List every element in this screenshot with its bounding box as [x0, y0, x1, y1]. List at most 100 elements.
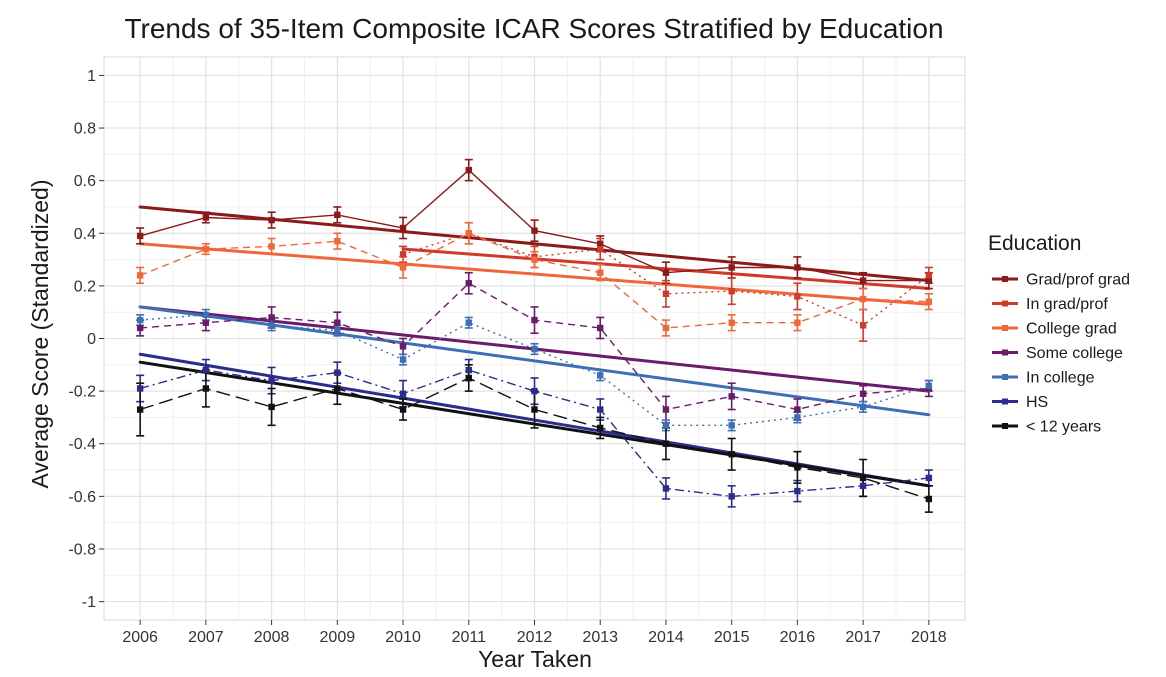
data-point-some-college [662, 406, 670, 413]
x-tick-label: 2014 [648, 629, 684, 646]
data-point-some-college [597, 324, 604, 332]
data-point-hs [334, 369, 341, 376]
data-point-some-college [334, 319, 341, 326]
legend-label: Grad/prof grad [1026, 272, 1130, 289]
data-point-in-college [728, 422, 735, 429]
y-tick-label: 0.6 [74, 173, 96, 190]
data-point-hs [202, 366, 210, 374]
data-point-grad-prof-grad [136, 232, 144, 240]
data-point-college-grad [268, 243, 275, 250]
legend-key-point [1002, 349, 1008, 356]
data-point-hs [268, 377, 275, 384]
data-point-12-years [202, 385, 210, 392]
data-point-in-grad-prof [925, 272, 933, 279]
data-point-some-college [728, 393, 735, 400]
data-point-college-grad [465, 230, 472, 237]
y-tick-label: -0.6 [68, 489, 96, 506]
data-point-college-grad [728, 319, 735, 326]
data-point-in-grad-prof [859, 322, 867, 329]
legend-label: HS [1026, 394, 1048, 411]
x-tick-label: 2016 [780, 629, 816, 646]
data-point-hs [531, 387, 538, 395]
data-point-in-college [136, 316, 144, 324]
x-tick-label: 2009 [320, 629, 356, 646]
data-point-12-years [399, 406, 407, 413]
x-axis-title: Year Taken [478, 646, 592, 672]
data-point-in-college [859, 403, 867, 411]
data-point-some-college [859, 390, 867, 397]
y-tick-label: -0.2 [68, 384, 96, 401]
y-tick-label: 0.8 [74, 121, 96, 138]
data-points [136, 166, 933, 503]
legend-key-point [1002, 276, 1008, 282]
data-point-in-college [465, 319, 472, 326]
x-tick-label: 2017 [845, 629, 881, 646]
data-point-in-college [662, 422, 670, 429]
legend-label: In college [1026, 370, 1095, 387]
x-axis-ticks: 2006 2007 2008 2009 2010 2011 2012 2013 2014 2015… [122, 620, 947, 646]
data-point-college-grad [794, 319, 801, 326]
data-point-grad-prof-grad [794, 264, 801, 271]
legend-label: Some college [1026, 345, 1123, 362]
data-point-hs [136, 385, 144, 392]
data-point-hs [859, 482, 867, 490]
data-point-in-grad-prof [662, 290, 670, 297]
y-tick-label: 0 [87, 331, 96, 348]
legend-label: College grad [1026, 321, 1117, 338]
legend-item-grad-prof-grad: Grad/prof grad [992, 272, 1130, 289]
data-point-in-grad-prof [597, 245, 604, 253]
data-point-12-years [925, 495, 933, 503]
legend-key-point [1002, 423, 1008, 429]
data-point-college-grad [136, 272, 144, 279]
legend-key-point [1002, 398, 1008, 405]
data-point-grad-prof-grad [662, 269, 670, 276]
data-point-college-grad [662, 324, 670, 332]
x-tick-label: 2015 [714, 629, 750, 646]
data-point-college-grad [859, 295, 867, 303]
data-point-in-college [794, 414, 801, 421]
data-point-college-grad [334, 237, 341, 245]
data-point-in-college [399, 356, 407, 363]
y-tick-label: 0.2 [74, 278, 96, 295]
y-tick-label: -1 [82, 594, 96, 611]
data-point-in-college [531, 345, 538, 353]
legend-title: Education [988, 232, 1081, 255]
legend-key-point [1002, 300, 1008, 307]
data-point-in-grad-prof [794, 293, 801, 300]
legend-label: In grad/prof [1026, 296, 1108, 313]
data-point-grad-prof-grad [465, 166, 472, 174]
legend: Education Grad/prof grad In grad/prof Coll… [988, 232, 1130, 436]
data-point-some-college [794, 406, 801, 413]
data-point-hs [662, 485, 670, 492]
y-axis-ticks: -1 -0.8 -0.6 -0.4 -0.2 0 0.2 0.4 0.6 0.8 1 [68, 68, 104, 611]
x-tick-label: 2006 [122, 629, 158, 646]
data-point-12-years [531, 406, 538, 413]
data-point-grad-prof-grad [925, 277, 933, 284]
data-point-college-grad [925, 298, 933, 305]
data-point-12-years [662, 440, 670, 447]
legend-item-hs: HS [992, 394, 1048, 411]
legend-key-point [1002, 374, 1008, 380]
data-point-in-grad-prof [728, 287, 735, 295]
data-point-college-grad [531, 256, 538, 263]
data-point-some-college [202, 319, 210, 326]
data-point-12-years [859, 474, 867, 482]
chart-title: Trends of 35-Item Composite ICAR Scores … [124, 13, 943, 44]
legend-item-some-college: Some college [992, 345, 1123, 362]
data-point-some-college [399, 343, 407, 350]
x-tick-label: 2011 [452, 629, 487, 646]
plot-panel [103, 56, 966, 621]
data-point-hs [794, 487, 801, 495]
data-point-12-years [465, 374, 472, 382]
data-point-hs [597, 406, 604, 413]
data-point-12-years [136, 406, 144, 413]
x-tick-label: 2010 [385, 629, 421, 646]
data-point-in-college [202, 311, 210, 319]
legend-item-in-grad-prof: In grad/prof [992, 296, 1108, 313]
data-point-college-grad [202, 245, 210, 253]
data-point-in-college [334, 327, 341, 334]
data-point-college-grad [399, 264, 407, 271]
legend-key-point [1002, 325, 1008, 331]
data-point-12-years [268, 403, 275, 411]
